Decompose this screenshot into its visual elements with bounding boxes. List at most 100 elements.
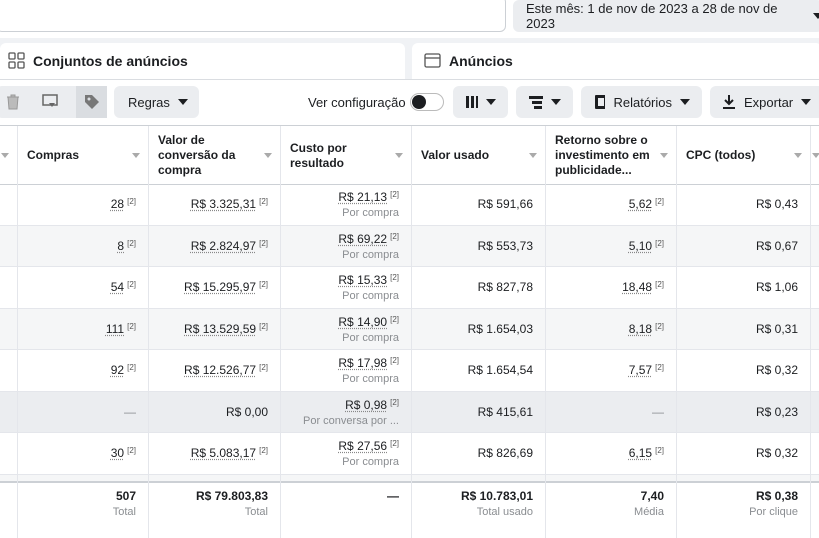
- tab[interactable]: Anúncios: [412, 43, 819, 79]
- header-caret: [794, 153, 802, 158]
- cell: 111 [2]: [17, 322, 136, 336]
- rules-button[interactable]: Regras: [114, 86, 199, 118]
- cell: 30 [2]: [17, 446, 136, 460]
- cell: 5,62 [2]: [545, 197, 664, 211]
- cell-sub: Por compra: [342, 207, 399, 219]
- column-header[interactable]: Valor de conversão da compra: [158, 133, 236, 177]
- date-range: Este mês: 1 de nov de 2023 a 28 de nov d…: [526, 1, 778, 31]
- header-border: [0, 125, 819, 126]
- cell-sub: Por compra: [342, 248, 399, 261]
- header-caret: [264, 153, 272, 158]
- date-picker[interactable]: Este mês: 1 de nov de 2023 a 28 de nov d…: [513, 0, 819, 32]
- cell-note: [2]: [390, 439, 399, 448]
- icon-group: [0, 86, 107, 118]
- cell: R$ 1,06: [676, 280, 798, 294]
- table-row: [0, 391, 819, 433]
- cell-line: R$ 826,69: [411, 446, 533, 460]
- cell-note: [2]: [390, 231, 399, 241]
- cell-line: 30 [2]: [17, 446, 136, 460]
- column-header[interactable]: Custo por resultado: [290, 141, 347, 170]
- export-button[interactable]: Exportar: [710, 86, 819, 118]
- cell-line: 8,18 [2]: [545, 322, 664, 336]
- cell: 92 [2]: [17, 363, 136, 377]
- cell-line: R$ 0,23: [676, 405, 798, 419]
- cell: R$ 415,61: [411, 405, 533, 419]
- summary-border: [0, 481, 819, 483]
- cell: R$ 21,13 [2] Por compra: [280, 190, 399, 219]
- column-header[interactable]: Compras: [27, 148, 80, 162]
- tab[interactable]: Conjuntos de anúncios: [0, 43, 405, 79]
- cell: 54 [2]: [17, 280, 136, 294]
- cell: R$ 0,38 Por clique: [676, 489, 798, 518]
- cell-line: R$ 0,38: [676, 489, 798, 503]
- cell: 5,10 [2]: [545, 239, 664, 253]
- cell-value: R$ 826,69: [477, 446, 533, 460]
- duplicate-icon[interactable]: [41, 92, 59, 112]
- cell: R$ 5.083,17 [2]: [148, 446, 268, 460]
- header-caret: [660, 153, 668, 158]
- cell: 507 Total: [17, 489, 136, 518]
- cell-line: R$ 10.783,01: [411, 489, 533, 503]
- cell-value: R$ 0,32: [755, 446, 798, 460]
- cell: 28 [2]: [17, 197, 136, 211]
- cell-note: [2]: [127, 363, 136, 372]
- column-header[interactable]: CPC (todos): [686, 148, 756, 162]
- cell-note: [2]: [655, 197, 664, 206]
- cell-value: R$ 0,98: [345, 397, 388, 412]
- cell-sub: Por compra: [342, 373, 399, 385]
- header-caret: [1, 153, 9, 158]
- cell: —: [545, 405, 664, 419]
- cell-value: 28: [110, 197, 125, 211]
- cell-note: [2]: [127, 446, 136, 455]
- column-header[interactable]: Valor usado: [421, 148, 490, 162]
- cell: 7,40 Média: [545, 489, 664, 518]
- toolbar-divider: [0, 79, 819, 80]
- cell-line: R$ 12.526,77 [2]: [148, 363, 268, 377]
- table-row: [0, 433, 819, 475]
- cell-line: R$ 0,67: [676, 239, 798, 253]
- cell: R$ 1.654,54: [411, 363, 533, 377]
- cell-value: R$ 17,98: [338, 356, 388, 370]
- cut-row: [0, 474, 819, 481]
- cell-value: R$ 0,67: [755, 238, 798, 253]
- cell-line: R$ 5.083,17 [2]: [148, 446, 268, 460]
- search-input[interactable]: [0, 0, 506, 32]
- column-divider: [148, 126, 149, 538]
- cell-note: [2]: [655, 238, 664, 248]
- tab-label: Conjuntos de anúncios: [33, 53, 188, 69]
- cell-line: R$ 1.654,03: [411, 322, 533, 336]
- cell-note: [2]: [390, 314, 399, 324]
- columns-button[interactable]: [453, 86, 508, 118]
- toggle[interactable]: [410, 93, 444, 111]
- cell: R$ 15,33 [2] Por compra: [280, 273, 399, 302]
- cell-value: R$ 1,06: [755, 280, 798, 294]
- reports-button[interactable]: Relatórios: [581, 86, 702, 118]
- cell-sub: Por conversa por ...: [303, 414, 399, 427]
- cell-value: R$ 21,13: [338, 190, 388, 204]
- cell-line: R$ 79.803,83: [148, 489, 268, 503]
- table-row: [0, 308, 819, 350]
- cell-line: R$ 21,13 [2]: [280, 190, 399, 204]
- tag-button[interactable]: [76, 86, 107, 118]
- cell: R$ 15.295,97 [2]: [148, 280, 268, 294]
- cell-value: R$ 0,32: [755, 363, 798, 377]
- cell-value: R$ 27,56: [338, 439, 388, 453]
- cell-line: —: [17, 405, 136, 419]
- column-header[interactable]: Retorno sobre o investimento em publicid…: [555, 133, 650, 177]
- cell: R$ 826,69: [411, 446, 533, 460]
- cell-value: R$ 79.803,83: [195, 489, 268, 503]
- cell-line: R$ 0,31: [676, 322, 798, 336]
- cell: R$ 0,23: [676, 405, 798, 419]
- cell: 18,48 [2]: [545, 280, 664, 294]
- cell-note: [2]: [127, 280, 136, 289]
- tab-label: Anúncios: [449, 53, 513, 69]
- delete-icon[interactable]: [3, 92, 21, 112]
- cell-value: R$ 1.654,54: [467, 363, 533, 377]
- breakdown-button[interactable]: [516, 86, 573, 118]
- table-row: [0, 225, 819, 267]
- cell: R$ 0,98 [2] Por conversa por ...: [280, 398, 399, 427]
- cell-line: 5,62 [2]: [545, 197, 664, 211]
- cell-line: R$ 27,56 [2]: [280, 439, 399, 453]
- column-divider: [810, 126, 811, 538]
- cell: R$ 0,67: [676, 239, 798, 253]
